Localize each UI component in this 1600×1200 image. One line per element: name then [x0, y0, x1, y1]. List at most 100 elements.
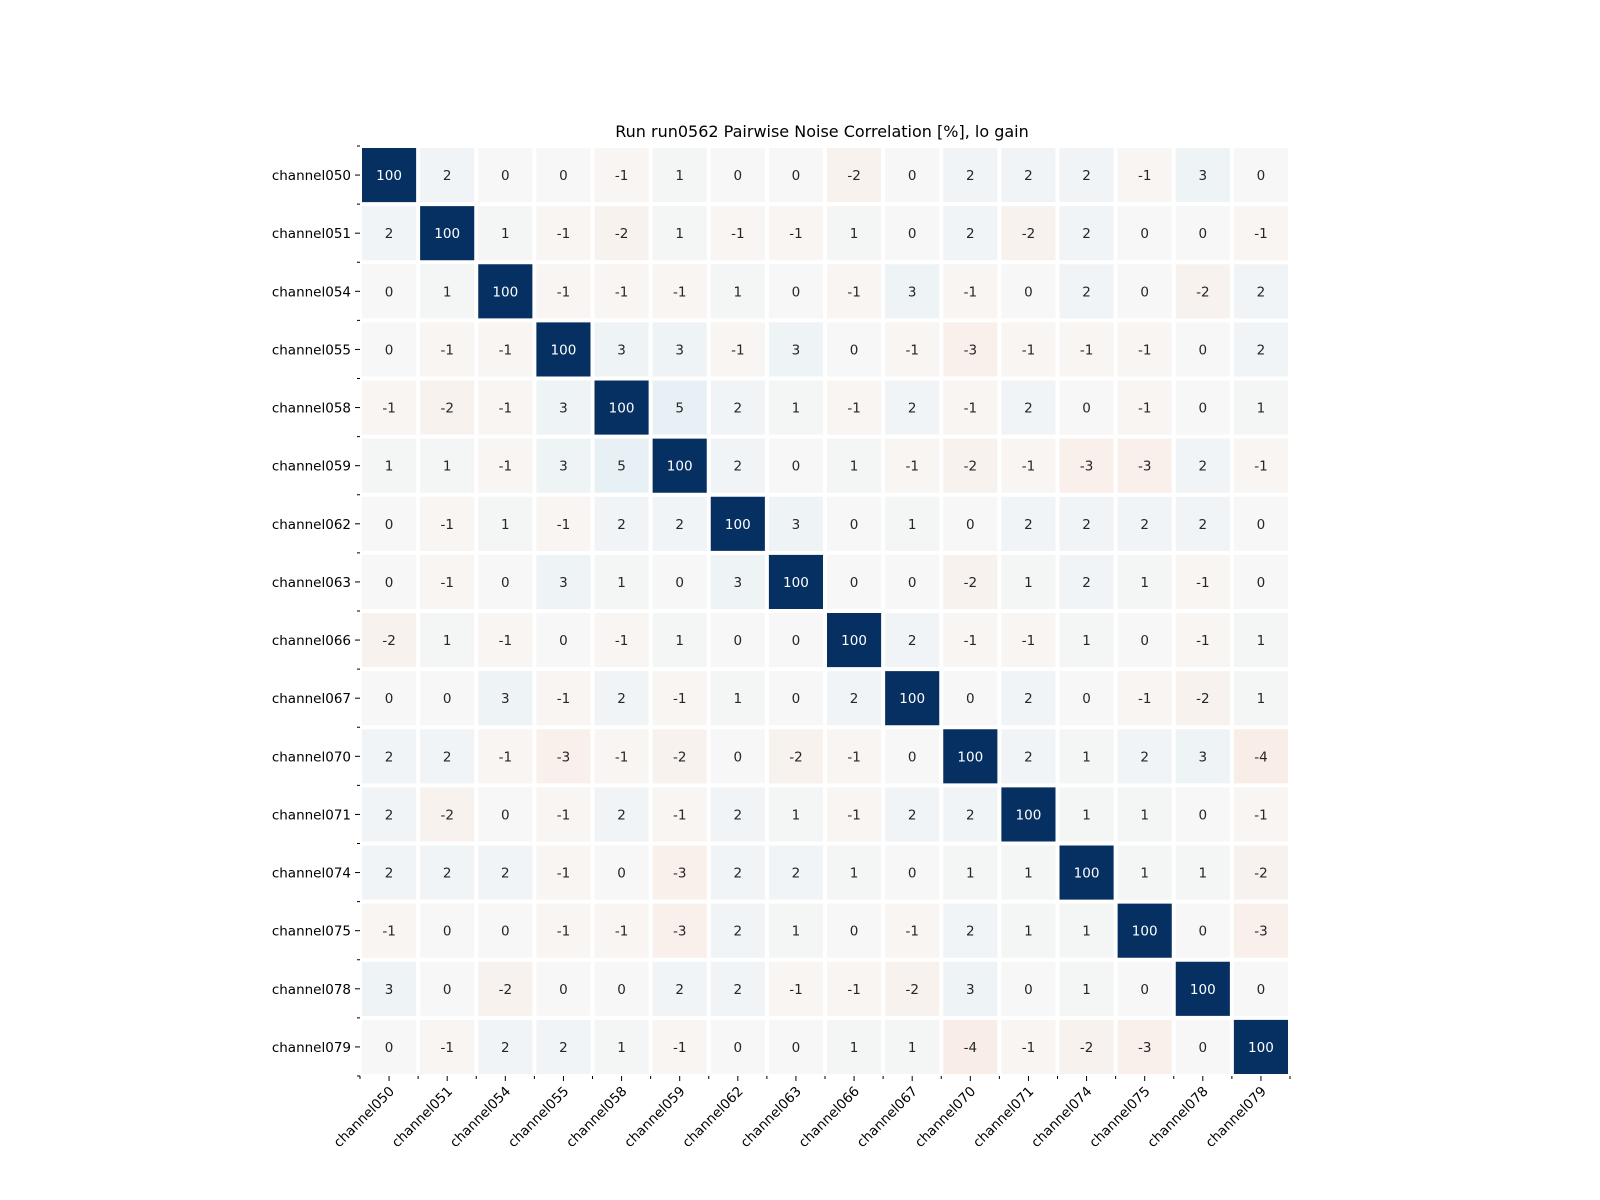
heatmap-cell [536, 671, 591, 726]
cell-value-label: 3 [1199, 749, 1208, 765]
heatmap-cell [536, 496, 591, 551]
heatmap-cell [827, 787, 882, 842]
heatmap-cell [594, 961, 649, 1016]
heatmap-cell [885, 729, 940, 784]
cell-value-label: 1 [1024, 924, 1033, 940]
cell-value-label: -1 [615, 168, 628, 184]
heatmap-cell [885, 148, 940, 203]
heatmap-cell [885, 264, 940, 319]
cell-value-label: 2 [1024, 401, 1033, 417]
x-tick-label: channel079 [1202, 1084, 1269, 1151]
cell-value-label: -3 [673, 866, 686, 882]
heatmap-cell [362, 613, 417, 668]
cell-value-label: 100 [841, 633, 867, 649]
heatmap-cell [885, 787, 940, 842]
heatmap-cell [652, 148, 707, 203]
cell-value-label: 100 [1248, 1040, 1274, 1056]
cell-value-label: 0 [443, 982, 452, 998]
cell-value-label: -2 [964, 575, 977, 591]
heatmap-cell [827, 496, 882, 551]
cell-value-label: 1 [1257, 691, 1266, 707]
heatmap-cell [536, 322, 591, 377]
cell-value-label: -1 [440, 342, 453, 358]
heatmap-cell [362, 961, 417, 1016]
heatmap-cell [652, 671, 707, 726]
x-tick-label: channel071 [970, 1084, 1037, 1151]
heatmap-cell [885, 613, 940, 668]
heatmap-cell [1175, 903, 1230, 958]
cell-value-label: 100 [667, 459, 693, 475]
cell-value-label: 1 [908, 517, 917, 533]
heatmap-cell [1233, 148, 1288, 203]
y-tick-label: channel071 [272, 807, 351, 823]
cell-value-label: 1 [1082, 749, 1091, 765]
heatmap-cell [594, 787, 649, 842]
cell-value-label: 100 [376, 168, 402, 184]
heatmap-cell [943, 787, 998, 842]
heatmap-cell [768, 845, 823, 900]
heatmap-cell [362, 496, 417, 551]
y-tick-label: channel070 [272, 749, 351, 765]
heatmap-cell [768, 903, 823, 958]
heatmap-cell [1059, 729, 1114, 784]
cell-value-label: -3 [1080, 459, 1093, 475]
cell-value-label: 1 [617, 575, 626, 591]
heatmap-cell [768, 554, 823, 609]
heatmap-cell [943, 438, 998, 493]
cell-value-label: 100 [725, 517, 751, 533]
heatmap-cell [1001, 496, 1056, 551]
heatmap-cell [1001, 1019, 1056, 1074]
heatmap-cell [536, 206, 591, 261]
cell-value-label: 2 [501, 1040, 510, 1056]
cell-value-label: 0 [850, 342, 859, 358]
x-tick-label: channel078 [1144, 1084, 1211, 1151]
heatmap-cell [827, 264, 882, 319]
heatmap-cell [1001, 729, 1056, 784]
cell-value-label: -1 [905, 459, 918, 475]
heatmap-cell [1233, 1019, 1288, 1074]
cell-value-label: 0 [734, 1040, 743, 1056]
heatmap-cell [536, 845, 591, 900]
heatmap-cell [710, 729, 765, 784]
cell-value-label: 100 [1190, 982, 1216, 998]
cell-value-label: -2 [440, 807, 453, 823]
heatmap-cell [420, 322, 475, 377]
cell-value-label: 1 [1257, 401, 1266, 417]
cell-value-label: 3 [385, 982, 394, 998]
heatmap-cell [1001, 554, 1056, 609]
heatmap-cell [420, 613, 475, 668]
cell-value-label: 1 [443, 633, 452, 649]
heatmap-cell [768, 671, 823, 726]
heatmap-cell [478, 206, 533, 261]
cell-value-label: 2 [675, 517, 684, 533]
cell-value-label: 0 [734, 749, 743, 765]
cell-value-label: 3 [617, 342, 626, 358]
cell-value-label: 2 [1082, 168, 1091, 184]
heatmap-cell [710, 322, 765, 377]
cell-value-label: 1 [501, 226, 510, 242]
heatmap-cell [362, 322, 417, 377]
heatmap-cell [478, 613, 533, 668]
cell-value-label: 1 [734, 284, 743, 300]
heatmap-cell [885, 380, 940, 435]
heatmap-cell [768, 380, 823, 435]
cell-value-label: -1 [1138, 401, 1151, 417]
heatmap-cell [652, 438, 707, 493]
heatmap-cell [1175, 671, 1230, 726]
cell-value-label: 2 [1199, 459, 1208, 475]
heatmap-cell [827, 729, 882, 784]
cell-value-label: -1 [847, 982, 860, 998]
cell-value-label: -1 [615, 924, 628, 940]
x-tick-label: channel051 [389, 1084, 456, 1151]
heatmap-cell [594, 380, 649, 435]
heatmap-cell [594, 729, 649, 784]
heatmap-cell [594, 554, 649, 609]
heatmap-cell [1059, 264, 1114, 319]
heatmap-cell [710, 903, 765, 958]
heatmap-cell [827, 148, 882, 203]
cell-value-label: 1 [966, 866, 975, 882]
cell-value-label: 0 [617, 982, 626, 998]
cell-value-label: -2 [1196, 691, 1209, 707]
cell-value-label: 1 [443, 284, 452, 300]
